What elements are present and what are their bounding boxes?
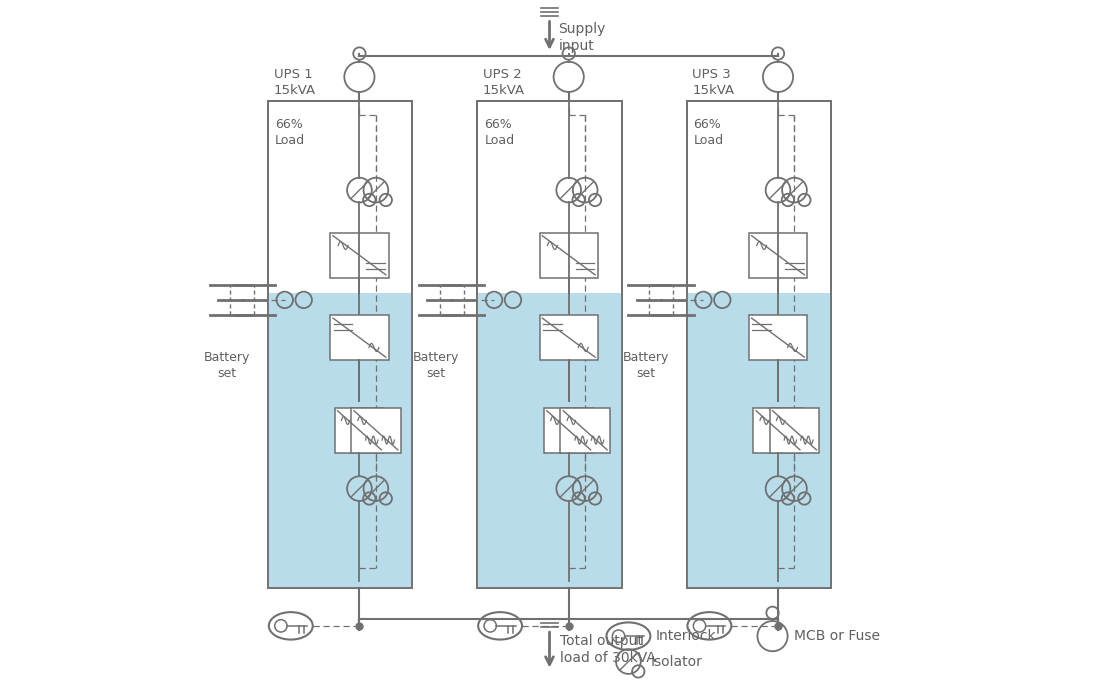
Bar	[540, 316, 598, 360]
Bar	[331, 233, 389, 278]
Bar	[687, 293, 831, 588]
Bar	[753, 408, 802, 453]
Text: 66%
Load: 66% Load	[693, 118, 724, 147]
Bar	[335, 408, 385, 453]
Bar	[748, 316, 807, 360]
Text: UPS 1
15kVA: UPS 1 15kVA	[274, 68, 315, 97]
Bar	[477, 101, 622, 588]
Text: Battery
set: Battery set	[203, 351, 251, 380]
Bar	[268, 101, 412, 588]
Text: Total output
load of 30kVA: Total output load of 30kVA	[559, 634, 656, 666]
Bar	[477, 293, 622, 588]
Text: 66%
Load: 66% Load	[275, 118, 306, 147]
Bar	[769, 408, 819, 453]
Text: MCB or Fuse: MCB or Fuse	[795, 629, 880, 643]
Bar	[560, 408, 610, 453]
Text: Battery
set: Battery set	[413, 351, 459, 380]
Bar	[477, 101, 622, 588]
Bar	[748, 233, 807, 278]
Text: Battery
set: Battery set	[622, 351, 669, 380]
Bar	[268, 101, 412, 588]
Bar	[331, 316, 389, 360]
Text: Supply
input: Supply input	[558, 22, 606, 53]
Bar	[544, 408, 593, 453]
Text: UPS 3
15kVA: UPS 3 15kVA	[692, 68, 734, 97]
Bar	[687, 101, 831, 588]
Bar	[687, 101, 831, 588]
Bar	[540, 233, 598, 278]
Text: 66%
Load: 66% Load	[485, 118, 514, 147]
Bar	[268, 293, 412, 588]
Bar	[352, 408, 401, 453]
Text: Isolator: Isolator	[651, 655, 702, 668]
Text: Interlock: Interlock	[656, 629, 717, 643]
Text: UPS 2
15kVA: UPS 2 15kVA	[482, 68, 525, 97]
